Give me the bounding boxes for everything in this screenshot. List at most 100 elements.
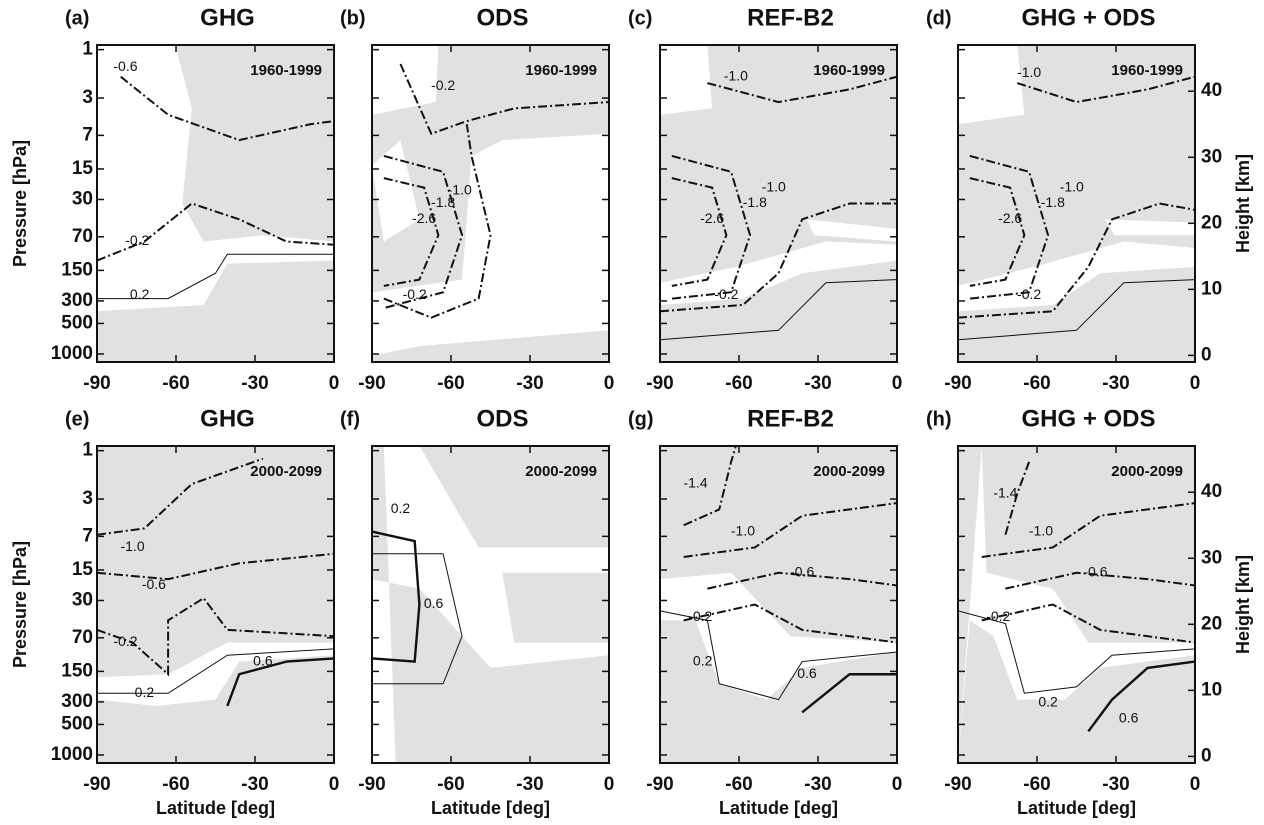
unshaded-region (97, 45, 334, 312)
contour-line (399, 63, 609, 136)
contour-label: -1.0 (1029, 522, 1053, 538)
frame (96, 445, 335, 764)
y2-tick-label: 30 (1201, 146, 1222, 167)
x-tick-label: -30 (1102, 373, 1129, 394)
contour-label: -0.6 (142, 576, 166, 592)
x-tick-label: -60 (725, 373, 752, 394)
x-tick-label: -30 (516, 373, 543, 394)
contour-label: -1.0 (1017, 64, 1041, 80)
panel-label: (e) (65, 408, 89, 430)
unshaded-region (97, 642, 334, 706)
contour-line (707, 75, 897, 104)
contour-label: -2.6 (998, 210, 1022, 226)
y2-tick-label: 10 (1201, 278, 1222, 299)
contour-label: -0.2 (986, 608, 1010, 624)
x-tick-label: 0 (1190, 774, 1201, 795)
y-tick-label: 3 (82, 488, 93, 509)
contour-label: -1.0 (731, 522, 755, 538)
plot-area: -1.0-2.6-1.8-1.0-0.2 (660, 45, 897, 362)
contour-line (981, 603, 1195, 644)
panel: -1.4 -1.0 -0.6 -0.2 0.2 0.6 (h) GHG + ODS 2000-2… (926, 405, 1253, 817)
x-tick-label: -60 (1023, 774, 1050, 795)
contour-label: -0.2 (688, 608, 712, 624)
y-tick-label: 3 (82, 87, 93, 108)
panel-label: (h) (926, 408, 952, 430)
y-tick-label: 500 (61, 713, 93, 734)
panel-title: GHG + ODS (1021, 405, 1155, 432)
x-tick-label: 0 (329, 774, 340, 795)
contour-line (683, 603, 897, 644)
contour-label: -0.2 (714, 286, 738, 302)
x-tick-label: -60 (437, 373, 464, 394)
contour-line (683, 446, 737, 527)
y-tick-label: 70 (72, 226, 93, 247)
period: 2000-2099 (813, 463, 885, 480)
y-tick-label: 15 (72, 158, 94, 179)
y2-tick-label: 40 (1201, 80, 1222, 101)
y2-tick-label: 20 (1201, 613, 1222, 634)
contour-label: 0.2 (130, 286, 150, 302)
x-tick-label: 0 (604, 373, 615, 394)
unshaded-region (372, 45, 439, 115)
contour-line (1087, 660, 1195, 733)
x-tick-label: 0 (604, 774, 615, 795)
contour-label: 0.2 (693, 652, 713, 668)
x-tick-label: -30 (1102, 774, 1129, 795)
contour-label: -1.4 (993, 484, 1017, 500)
y-tick-label: 1000 (51, 343, 93, 364)
contour-line (120, 75, 334, 142)
contour-label: -1.8 (1041, 194, 1065, 210)
contour-line (707, 571, 897, 590)
contour-line (1016, 75, 1195, 104)
contour-label: 0.2 (391, 500, 411, 516)
frame (957, 445, 1196, 764)
frame (957, 44, 1196, 363)
x-tick-label: -60 (1023, 373, 1050, 394)
panel-title: GHG + ODS (1021, 4, 1155, 31)
x-tick-label: -60 (162, 373, 189, 394)
contour-line (969, 154, 1050, 300)
x-axis-label: Latitude [deg] (431, 798, 550, 818)
contour-line (97, 457, 264, 536)
y2-tick-label: 20 (1201, 212, 1222, 233)
plot-area: -1.0-2.6-1.8-1.0-0.2 (958, 45, 1195, 362)
y-tick-label: 300 (61, 290, 93, 311)
contour-label: -1.0 (762, 178, 786, 194)
contour-line (1005, 571, 1195, 590)
x-tick-label: -90 (83, 373, 110, 394)
x-tick-label: -90 (944, 774, 971, 795)
contour-line (372, 530, 421, 663)
frame (371, 44, 610, 363)
y2-axis-label: Height [km] (1233, 555, 1253, 654)
period: 2000-2099 (525, 463, 597, 480)
frame (371, 445, 610, 764)
x-tick-label: 0 (329, 373, 340, 394)
panel: -1.4 -1.0 -0.6 -0.2 0.2 0.6 (g) REF-B2 2000-2099… (628, 405, 902, 817)
contour-label: 0.6 (1119, 709, 1139, 725)
contour-line (683, 502, 897, 558)
y-tick-label: 15 (72, 559, 94, 580)
contour-line (671, 177, 728, 287)
contour-line (958, 202, 1195, 319)
y-tick-label: 1 (82, 440, 93, 461)
unshaded-region (372, 446, 609, 763)
x-axis-label: Latitude [deg] (719, 798, 838, 818)
x-tick-label: -90 (944, 373, 971, 394)
panel-title: ODS (476, 4, 528, 31)
contour-line (97, 552, 334, 581)
contour-line (383, 154, 464, 310)
contour-line (383, 124, 492, 319)
y-tick-label: 1000 (51, 744, 93, 765)
contour-label: -0.6 (1083, 564, 1107, 580)
period: 1960-1999 (525, 62, 597, 79)
period: 2000-2099 (1111, 463, 1183, 480)
panel-title: GHG (200, 405, 255, 432)
y-axis-label: Pressure [hPa] (10, 541, 30, 668)
x-axis-label: Latitude [deg] (1017, 798, 1136, 818)
x-tick-label: 0 (1190, 373, 1201, 394)
y2-tick-label: 40 (1201, 481, 1222, 502)
contour-label: 0.6 (797, 665, 817, 681)
panel-title: REF-B2 (747, 4, 834, 31)
contour-line (97, 253, 334, 300)
x-tick-label: 0 (892, 774, 903, 795)
